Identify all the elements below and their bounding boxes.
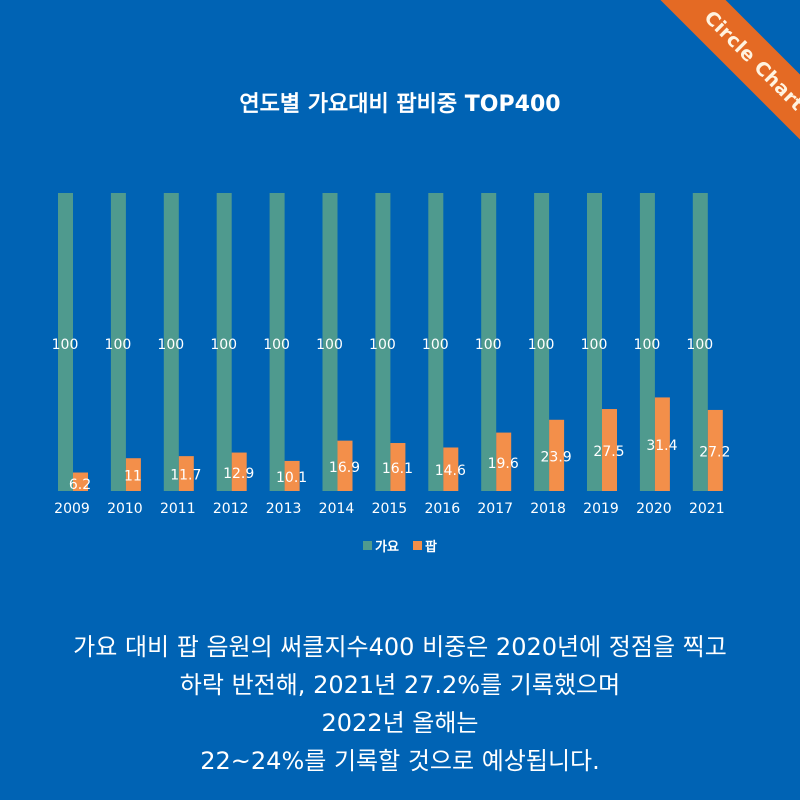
data-label-kpop: 100 [686, 337, 713, 353]
bar-kpop [428, 193, 444, 491]
data-label-pop: 27.5 [593, 444, 624, 460]
bar-kpop [110, 193, 126, 491]
bar-pop [390, 443, 406, 491]
x-tick-label: 2013 [266, 501, 302, 517]
data-label-pop: 14.6 [435, 463, 466, 479]
bar-pop [73, 472, 88, 491]
bar-kpop [322, 193, 338, 491]
bar-kpop [58, 193, 73, 491]
legend-swatch-pop [412, 541, 422, 550]
bar-kpop [639, 193, 655, 491]
data-label-kpop: 100 [105, 337, 132, 353]
data-label-kpop: 100 [369, 337, 396, 353]
bar-chart: 100 6.2 2009 100 11 2010 100 11.7 2011 100 12.9 201… [52, 193, 730, 517]
data-label-kpop: 100 [210, 337, 237, 353]
chart-title: 연도별 가요대비 팝비중 TOP400 [239, 92, 561, 117]
bar-kpop [481, 193, 497, 491]
x-tick-label: 2016 [424, 501, 460, 517]
data-label-kpop: 100 [316, 337, 343, 353]
caption-line: 2022년 올해는 [321, 709, 479, 737]
data-label-pop: 23.9 [541, 449, 572, 465]
x-tick-label: 2021 [689, 501, 725, 517]
bar-pop [707, 409, 723, 491]
data-label-pop: 27.2 [699, 444, 730, 460]
data-label-pop: 19.6 [488, 456, 519, 472]
x-tick-label: 2017 [477, 501, 513, 517]
legend-item-kpop: 가요 [363, 536, 399, 555]
bar-kpop [269, 193, 285, 491]
data-label-kpop: 100 [422, 337, 449, 353]
bar-pop [602, 409, 617, 491]
bar-pop [337, 440, 353, 491]
legend-swatch-kpop [363, 541, 373, 550]
data-label-kpop: 100 [634, 337, 661, 353]
bar-pop [284, 460, 300, 491]
legend: 가요 팝 [0, 536, 800, 555]
caption-line: 가요 대비 팝 음원의 써클지수400 비중은 2020년에 정점을 찍고 [73, 633, 727, 661]
data-label-pop: 16.1 [382, 461, 413, 477]
data-label-kpop: 100 [263, 337, 290, 353]
bar-pop [125, 458, 141, 491]
legend-item-pop: 팝 [412, 536, 437, 555]
bar-pop [496, 432, 512, 491]
bar-pop [231, 452, 247, 491]
data-label-kpop: 100 [52, 337, 79, 353]
data-label-kpop: 100 [581, 337, 608, 353]
legend-label-kpop: 가요 [375, 540, 399, 555]
bar-kpop [375, 193, 391, 491]
bar-kpop [534, 193, 550, 491]
data-label-kpop: 100 [157, 337, 184, 353]
data-label-pop: 10.1 [276, 470, 307, 486]
bar-kpop [587, 193, 602, 491]
x-tick-label: 2019 [583, 501, 619, 517]
bar-kpop [216, 193, 232, 491]
data-label-pop: 31.4 [646, 438, 677, 454]
data-label-pop: 16.9 [329, 460, 360, 476]
bar-kpop [163, 193, 179, 491]
x-tick-label: 2020 [636, 501, 672, 517]
data-label-pop: 11 [124, 469, 142, 485]
x-tick-label: 2014 [319, 501, 355, 517]
caption-line: 하락 반전해, 2021년 27.2%를 기록했으며 [179, 671, 621, 699]
data-label-kpop: 100 [475, 337, 502, 353]
bar-pop [443, 447, 459, 491]
bar-kpop [692, 193, 708, 491]
caption-line: 22~24%를 기록할 것으로 예상됩니다. [200, 747, 600, 775]
x-tick-label: 2009 [54, 501, 90, 517]
data-label-pop: 6.2 [69, 477, 91, 493]
data-label-pop: 11.7 [170, 468, 201, 484]
data-label-kpop: 100 [528, 337, 555, 353]
bar-pop [549, 419, 565, 491]
x-tick-label: 2011 [160, 501, 196, 517]
x-tick-label: 2012 [213, 501, 249, 517]
x-tick-label: 2010 [107, 501, 143, 517]
legend-label-pop: 팝 [424, 540, 437, 555]
bar-pop [654, 397, 670, 491]
data-label-pop: 12.9 [223, 466, 254, 482]
x-tick-label: 2015 [372, 501, 408, 517]
x-tick-label: 2018 [530, 501, 566, 517]
caption: 가요 대비 팝 음원의 써클지수400 비중은 2020년에 정점을 찍고 하락… [0, 628, 800, 780]
bar-pop [178, 456, 194, 491]
